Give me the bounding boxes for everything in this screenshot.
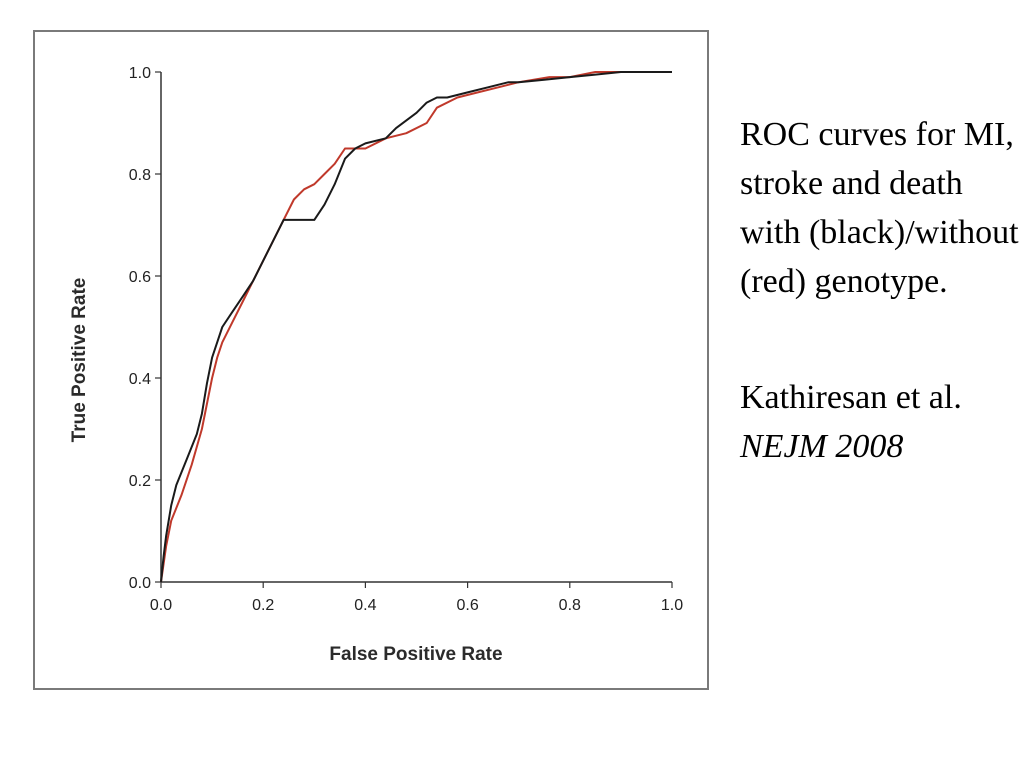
x-tick-label: 0.8 [559,597,581,614]
x-axis-title: False Positive Rate [329,644,502,665]
chart-frame: 0.0 0.2 0.4 0.6 0.8 1.0 0.0 0.2 0.4 0.6 0.8 1.0 Fal… [33,30,709,690]
y-tick-label: 0.6 [129,269,151,286]
y-axis-title: True Positive Rate [69,278,90,443]
x-tick-label: 0.6 [456,597,478,614]
y-tick-label: 1.0 [129,65,151,82]
roc-curve-red [160,71,672,583]
citation: Kathiresan et al. NEJM 2008 [740,373,1020,471]
x-tick-label: 0.2 [252,597,274,614]
y-tick-label: 0.8 [129,167,151,184]
roc-chart: 0.0 0.2 0.4 0.6 0.8 1.0 0.0 0.2 0.4 0.6 0.8 1.0 Fal… [69,65,683,665]
chart-caption: ROC curves for MI, stroke and death with… [740,116,1019,300]
x-tick-label: 0.0 [150,597,172,614]
y-tick-label: 0.4 [129,371,151,388]
axes: 0.0 0.2 0.4 0.6 0.8 1.0 0.0 0.2 0.4 0.6 0.8 1.0 [129,65,683,614]
roc-curve-black [160,71,672,583]
x-tick-label: 0.4 [354,597,376,614]
series-layer [160,71,672,583]
y-tick-label: 0.0 [129,575,151,592]
y-tick-label: 0.2 [129,473,151,490]
citation-authors: Kathiresan et al. [740,379,962,416]
citation-journal: NEJM 2008 [740,428,904,465]
x-tick-label: 1.0 [661,597,683,614]
